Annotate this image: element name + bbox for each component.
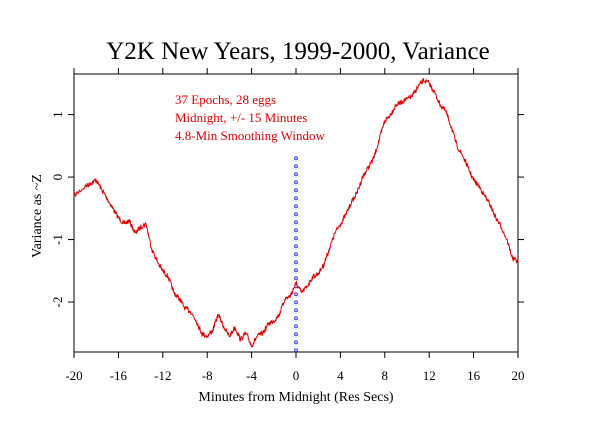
x-tick-label: -12 xyxy=(154,368,171,383)
midnight-marker-dot xyxy=(294,324,298,329)
x-tick-label: 4 xyxy=(337,368,344,383)
x-tick-label: -8 xyxy=(202,368,213,383)
midnight-marker-dot xyxy=(294,276,298,281)
annotation-block: 37 Epochs, 28 eggs Midnight, +/- 15 Minu… xyxy=(175,92,325,143)
x-tick-label: 16 xyxy=(467,368,481,383)
midnight-marker-dot xyxy=(294,236,298,241)
x-axis-label: Minutes from Midnight (Res Secs) xyxy=(198,390,394,405)
y-tick-label: -2 xyxy=(50,297,65,308)
midnight-marker-dot xyxy=(294,220,298,225)
midnight-marker-dot xyxy=(294,180,298,185)
x-axis-ticks: -20 -16 -12 -8 -4 0 4 8 12 16 20 xyxy=(65,68,525,383)
x-tick-label: -16 xyxy=(110,368,128,383)
x-tick-label: -4 xyxy=(246,368,257,383)
midnight-marker-dot xyxy=(294,340,298,345)
y-tick-label: -1 xyxy=(50,234,65,245)
midnight-marker-dot xyxy=(294,308,298,313)
x-tick-label: 20 xyxy=(512,368,525,383)
midnight-marker-dot xyxy=(294,348,298,353)
midnight-marker-dot xyxy=(294,196,298,201)
y-tick-label: 0 xyxy=(50,174,65,181)
y-tick-label: 1 xyxy=(50,111,65,118)
series-group xyxy=(73,77,519,348)
x-tick-label: 0 xyxy=(293,368,300,383)
chart-title: Y2K New Years, 1999-2000, Variance xyxy=(106,38,490,65)
midnight-marker-dot xyxy=(294,252,298,257)
x-tick-label: 8 xyxy=(382,368,389,383)
midnight-marker-dot xyxy=(294,188,298,193)
annotation-smoothing: 4.8-Min Smoothing Window xyxy=(175,128,325,143)
midnight-marker-dot xyxy=(294,300,298,305)
x-tick-label: -20 xyxy=(65,368,82,383)
midnight-marker-dot xyxy=(294,260,298,265)
midnight-marker-dot xyxy=(294,244,298,249)
midnight-marker-dot xyxy=(294,156,298,161)
midnight-marker-dot xyxy=(294,228,298,233)
midnight-marker-dot xyxy=(294,332,298,337)
midnight-marker-dot xyxy=(294,268,298,273)
y-axis-ticks: 1 0 -1 -2 xyxy=(50,111,524,307)
midnight-marker xyxy=(294,156,298,353)
midnight-marker-dot xyxy=(294,316,298,321)
midnight-marker-dot xyxy=(294,164,298,169)
y-axis-label: Variance as ~Z xyxy=(30,174,45,258)
annotation-epochs: 37 Epochs, 28 eggs xyxy=(175,92,276,107)
variance-series-line xyxy=(73,77,519,348)
midnight-marker-dot xyxy=(294,172,298,177)
x-tick-label: 12 xyxy=(423,368,436,383)
midnight-marker-dot xyxy=(294,212,298,217)
midnight-marker-dot xyxy=(294,292,298,297)
midnight-marker-dot xyxy=(294,204,298,209)
annotation-window: Midnight, +/- 15 Minutes xyxy=(175,110,307,125)
